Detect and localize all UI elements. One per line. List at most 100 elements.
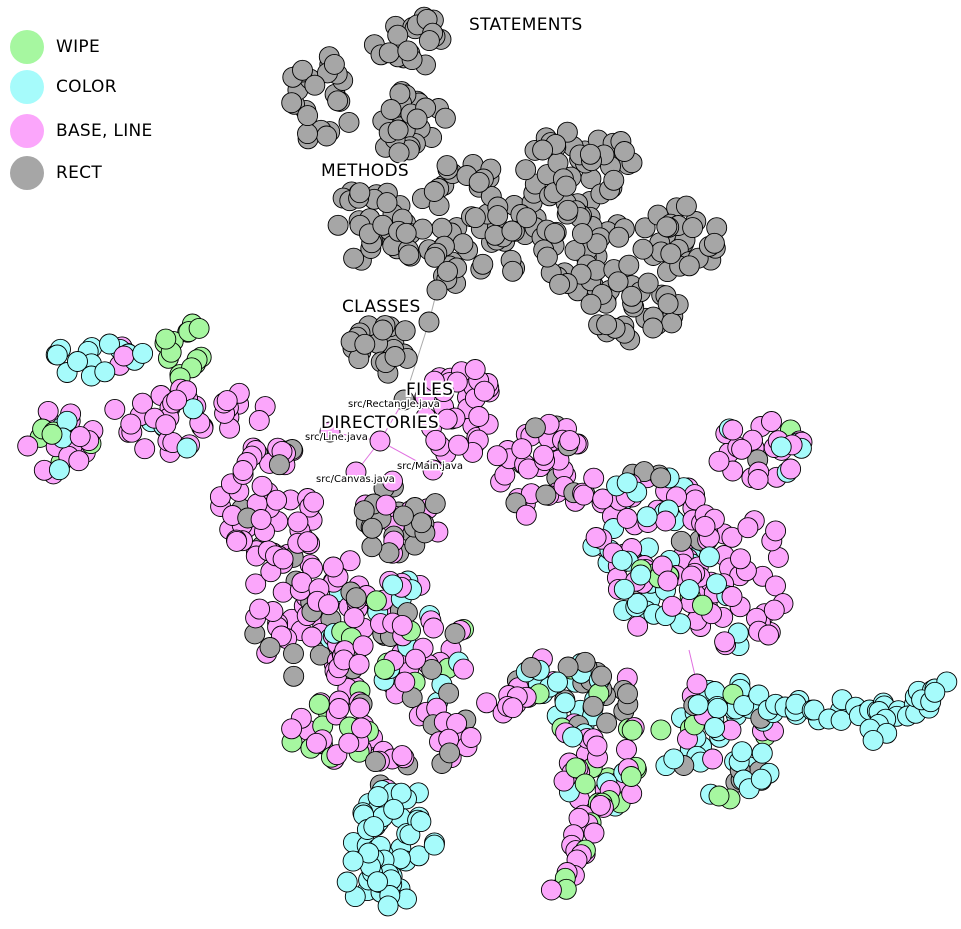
graph-node <box>423 181 445 202</box>
graph-node <box>411 512 432 534</box>
graph-node <box>410 811 432 833</box>
graph-node <box>349 182 371 204</box>
graph-node <box>318 594 339 616</box>
graph-node <box>281 718 303 740</box>
graph-node <box>583 467 605 489</box>
graph-node <box>383 798 405 820</box>
graph-node <box>603 169 625 191</box>
legend-swatch-wipe <box>10 30 44 64</box>
graph-node <box>607 271 629 293</box>
files-label: FILES <box>406 380 453 400</box>
graph-node <box>250 509 272 530</box>
graph-node <box>650 719 672 741</box>
graph-node <box>418 30 440 52</box>
graph-node <box>733 695 755 717</box>
graph-node <box>182 398 204 420</box>
graph-node <box>487 205 509 227</box>
graph-node <box>361 517 383 539</box>
graph-node <box>367 786 389 808</box>
graph-node <box>328 698 350 719</box>
graph-node <box>132 342 154 364</box>
graph-node <box>327 90 349 112</box>
graph-node <box>338 111 360 133</box>
graph-node <box>426 279 448 301</box>
graph-node <box>585 527 607 548</box>
directories-label: DIRECTORIES <box>321 413 439 433</box>
graph-node <box>472 253 494 275</box>
graph-node <box>342 850 364 872</box>
graph-node <box>580 293 602 315</box>
graph-node <box>642 317 664 339</box>
graph-node <box>99 333 120 355</box>
graph-node <box>670 530 692 552</box>
graph-node <box>68 450 90 472</box>
statements-label: STATEMENTS <box>469 15 583 35</box>
graph-node <box>423 370 445 392</box>
graph-node <box>41 423 63 445</box>
legend-swatch-color <box>10 70 44 104</box>
graph-node <box>272 548 294 570</box>
graph-node <box>394 320 416 342</box>
graph-node <box>436 408 458 430</box>
graph-node <box>322 556 344 578</box>
graph-node <box>345 461 367 483</box>
graph-node <box>557 656 579 678</box>
graph-node <box>721 526 743 548</box>
graph-node <box>378 42 400 64</box>
graph-node <box>562 726 584 748</box>
graph-node <box>69 426 91 448</box>
graph-node <box>437 260 458 282</box>
graph-node <box>617 683 638 705</box>
graph-node <box>425 429 447 451</box>
graph-node <box>596 314 618 336</box>
legend-label-base-line: BASE, LINE <box>56 121 153 141</box>
graph-node <box>414 386 436 408</box>
graph-node <box>555 175 577 197</box>
legend-label-color: COLOR <box>56 77 117 97</box>
graph-node <box>327 214 349 236</box>
graph-node <box>392 505 414 527</box>
graph-node <box>134 438 156 460</box>
graph-node <box>380 99 402 120</box>
graph-node <box>535 484 557 506</box>
graph-node <box>17 435 39 457</box>
graph-node <box>589 794 611 816</box>
graph-node <box>632 238 654 260</box>
graph-node <box>621 285 643 307</box>
graph-node <box>394 671 416 693</box>
classes-label: CLASSES <box>342 297 421 317</box>
graph-node <box>67 351 88 372</box>
graph-node <box>511 438 533 460</box>
file-label-canvas: src/Canvas.java <box>316 474 395 485</box>
graph-node <box>431 217 453 239</box>
graph-node <box>448 434 469 456</box>
graph-node <box>751 742 773 764</box>
graph-node <box>245 573 267 595</box>
graph-node <box>571 223 593 245</box>
graph-node <box>397 40 419 62</box>
graph-node <box>361 536 383 558</box>
graph-node <box>304 74 326 96</box>
legend-item-wipe: WIPE <box>10 30 100 64</box>
graph-node <box>297 105 319 127</box>
graph-node <box>621 719 643 741</box>
graph-node <box>692 594 713 616</box>
graph-node <box>319 421 341 443</box>
graph-node <box>501 220 523 242</box>
graph-node <box>354 333 376 355</box>
graph-node <box>650 467 672 489</box>
legend-label-wipe: WIPE <box>56 37 101 57</box>
graph-node <box>532 139 554 161</box>
graph-node <box>398 244 420 266</box>
graph-node <box>616 507 638 529</box>
legend-item-base-line: BASE, LINE <box>10 114 153 148</box>
graph-node <box>259 637 281 658</box>
graph-node <box>655 510 677 532</box>
graph-node <box>620 766 642 787</box>
graph-node <box>583 822 605 844</box>
graph-node <box>343 247 365 269</box>
graph-node <box>660 243 682 265</box>
graph-node <box>323 53 345 75</box>
graph-node <box>536 246 558 268</box>
graph-node <box>678 255 700 277</box>
